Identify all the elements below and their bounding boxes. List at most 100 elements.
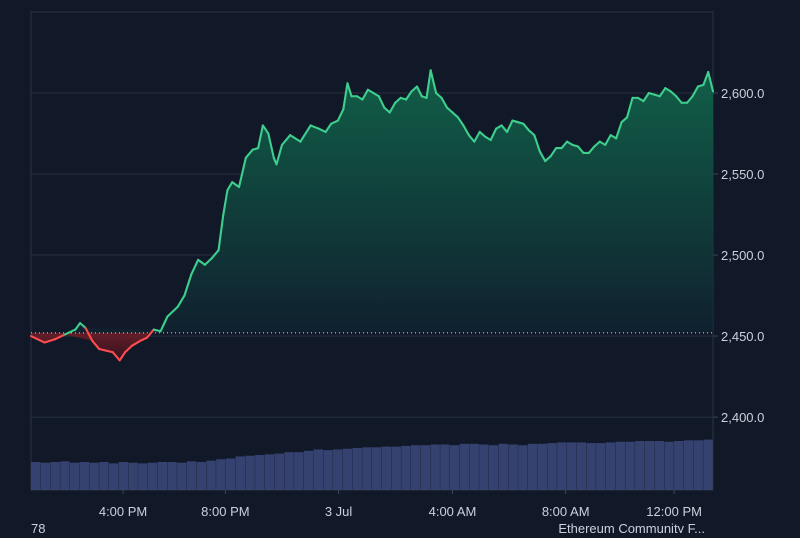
- y-tick-label: 2,450.0: [721, 329, 764, 344]
- volume-bar: [605, 442, 616, 490]
- volume-bar: [216, 459, 226, 490]
- volume-bar: [196, 462, 207, 490]
- x-tick-label: 8:00 PM: [201, 504, 249, 519]
- y-tick-label: 2,500.0: [721, 248, 764, 263]
- price-line-segment-up: [604, 134, 612, 146]
- price-line-segment-down: [84, 326, 94, 342]
- volume-bar: [674, 441, 684, 490]
- volume-bar: [128, 462, 138, 490]
- price-line-segment-up: [489, 127, 498, 142]
- volume-bar: [391, 446, 401, 490]
- price-line-segment-up: [217, 213, 225, 252]
- volume-bar: [693, 440, 703, 490]
- volume-bar: [255, 455, 265, 490]
- price-line-segment-up: [410, 85, 419, 93]
- volume-bar: [625, 441, 635, 490]
- price-line-segment-up: [642, 91, 650, 103]
- price-line-segment-down: [145, 328, 155, 339]
- price-line-segment-up: [620, 116, 629, 124]
- volume-bar: [69, 462, 80, 490]
- volume-bar: [274, 453, 285, 490]
- price-line-segment-down: [36, 338, 46, 344]
- price-line-segment-up: [226, 181, 234, 192]
- price-line-segment-up: [289, 134, 302, 143]
- volume-bar: [177, 462, 187, 490]
- volume-bar: [566, 442, 577, 490]
- volume-bar: [206, 460, 216, 490]
- price-line-segment-up: [500, 124, 509, 133]
- volume-bar: [147, 462, 158, 490]
- volume-bar: [596, 443, 606, 490]
- price-line-segment-up: [576, 145, 585, 155]
- price-line-segment-up: [587, 145, 596, 155]
- price-line-segment-up: [505, 119, 514, 133]
- price-line-segment-up: [429, 69, 438, 95]
- x-tick-label: 12:00 PM: [646, 504, 702, 519]
- footer-right: Ethereum Community F...: [558, 521, 705, 533]
- volume-bar: [508, 444, 518, 490]
- price-line-segment-up: [702, 70, 710, 86]
- price-line-segment-up: [664, 87, 672, 93]
- price-line-segment-up: [425, 69, 432, 99]
- volume-bar: [31, 462, 41, 490]
- volume-bar: [576, 442, 587, 490]
- price-line-segment-up: [336, 108, 345, 122]
- price-line-segment-up: [707, 70, 715, 93]
- price-line-segment-up: [203, 257, 213, 266]
- price-line-segment-up: [64, 328, 77, 336]
- volume-bar: [235, 456, 246, 490]
- volume-bar: [615, 441, 626, 490]
- volume-bar: [157, 462, 168, 490]
- y-tick-label: 2,600.0: [721, 86, 764, 101]
- volume-bar: [488, 445, 499, 490]
- volume-bar: [372, 447, 382, 490]
- volume-bar: [225, 458, 236, 490]
- price-line-segment-up: [166, 305, 179, 318]
- price-line-segment-up: [222, 189, 229, 216]
- price-line-segment-up: [394, 96, 402, 104]
- price-line-segment-up: [549, 147, 558, 158]
- volume-bar: [644, 441, 655, 490]
- price-line-segment-up: [324, 122, 333, 133]
- volume-bar: [586, 443, 596, 490]
- price-line-segment-up: [560, 140, 569, 150]
- volume-bar: [459, 443, 470, 490]
- price-line-segment-up: [445, 106, 454, 114]
- price-line-segment-up: [330, 119, 339, 125]
- volume-bar: [40, 462, 51, 490]
- price-line-segment-up: [275, 143, 284, 166]
- price-line-segment-up: [190, 258, 200, 276]
- price-line-segment-up: [456, 116, 465, 127]
- price-line-segment-up: [317, 127, 327, 133]
- volume-bar: [498, 443, 509, 490]
- volume-bar: [537, 443, 548, 490]
- price-line-segment-down: [98, 347, 108, 352]
- price-line-segment-up: [257, 124, 264, 150]
- volume-bar: [527, 443, 538, 490]
- price-line-segment-down: [111, 351, 121, 362]
- price-line-segment-up: [626, 96, 634, 119]
- price-area-down: [31, 332, 147, 361]
- volume-bar: [381, 446, 392, 490]
- volume-bar: [50, 462, 60, 490]
- volume-bar: [313, 449, 323, 490]
- price-line-segment-down: [130, 339, 142, 347]
- price-line-segment-down: [139, 336, 148, 342]
- volume-bar: [547, 443, 557, 490]
- price-line-segment-up: [658, 87, 667, 98]
- price-line-segment-up: [598, 140, 607, 146]
- volume-bar: [401, 445, 411, 490]
- footer-left: 78: [31, 521, 45, 533]
- price-line-segment-up: [686, 95, 694, 104]
- volume-bar: [430, 444, 440, 490]
- volume-bar: [479, 444, 489, 490]
- price-line-segment-up: [495, 124, 503, 130]
- price-line-segment-up: [440, 96, 449, 109]
- x-tick-label: 3 Jul: [325, 504, 353, 519]
- volume-bar: [186, 461, 197, 490]
- volume-bar: [683, 440, 694, 490]
- price-line-segment-up: [361, 88, 369, 101]
- price-line-segment-up: [533, 134, 541, 153]
